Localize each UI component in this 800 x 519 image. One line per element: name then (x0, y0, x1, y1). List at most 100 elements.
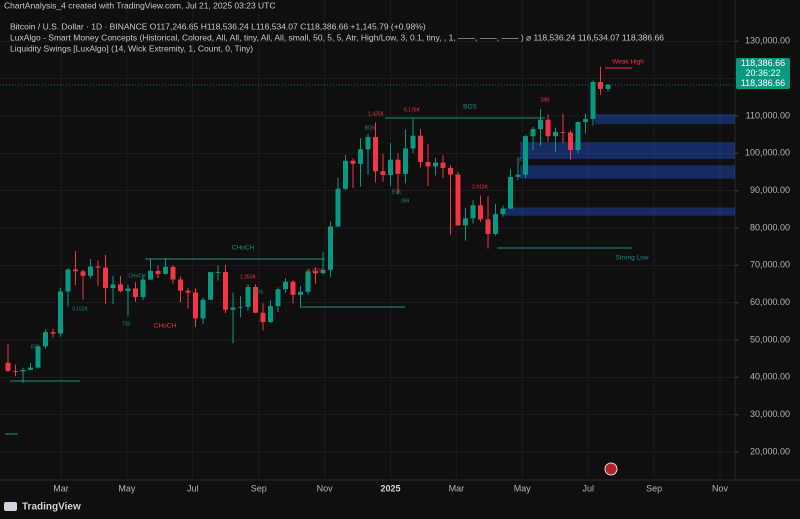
smc-label: CHoCH (128, 273, 146, 279)
y-tick-label: 130,000.00 (745, 36, 790, 46)
candle-body (200, 299, 206, 319)
candle-body (448, 167, 453, 175)
candle-body (193, 292, 198, 319)
grid (0, 0, 735, 480)
countdown: 20:36:22 (745, 68, 780, 78)
smc-label: 399 (401, 198, 410, 204)
candle-body (320, 269, 326, 274)
candle-body (13, 370, 18, 372)
candle-body (418, 135, 423, 162)
candle-body (545, 119, 551, 137)
candle-body (290, 281, 296, 295)
candle-body (380, 171, 386, 175)
smc-label: 1.425K (368, 111, 385, 117)
candle-body (103, 267, 108, 289)
logo-text: TradingView (22, 502, 81, 513)
candle-body (185, 290, 191, 293)
y-tick-label: 80,000.00 (750, 222, 790, 232)
indicator-legend: LuxAlgo - Smart Money Concepts (Historic… (10, 32, 664, 42)
order-block (505, 207, 735, 216)
candle-body (598, 82, 603, 89)
y-tick-label: 70,000.00 (750, 260, 790, 270)
candle-body (125, 288, 131, 292)
x-tick-label: Jul (187, 483, 199, 493)
y-tick-label: 90,000.00 (750, 185, 790, 195)
candle-body (508, 176, 513, 209)
candle-body (605, 84, 611, 89)
smc-label: BOS (517, 157, 528, 163)
candle-body (560, 132, 566, 133)
candle-body (343, 160, 348, 189)
candle-body (275, 289, 281, 307)
candle-body (283, 281, 288, 290)
candle-body (245, 286, 251, 307)
candle-body (538, 119, 543, 130)
candle-body (73, 269, 78, 272)
x-tick-label: Jul (582, 483, 594, 493)
order-block (595, 114, 735, 125)
indicator-legend: Liquidity Swings [LuxAlgo] (14, Wick Ext… (10, 43, 253, 53)
candle-body (35, 346, 41, 368)
candle-body (50, 332, 56, 334)
candle-body (358, 149, 363, 164)
y-tick-label: 40,000.00 (750, 372, 790, 382)
candle-body (553, 132, 558, 137)
candle-body (80, 271, 86, 276)
candle-body (163, 266, 168, 274)
smc-label: BOS (463, 104, 477, 111)
smc-label: 3.152K (72, 306, 89, 312)
candle-body (178, 279, 183, 291)
y-tick-label: 110,000.00 (746, 110, 790, 120)
candle-body (133, 288, 138, 298)
candle-body (500, 208, 506, 215)
smc-label: EQL (31, 344, 41, 350)
candle-body (268, 306, 273, 323)
candle-body (425, 161, 431, 167)
candle-body (28, 367, 33, 370)
candle-body (463, 218, 468, 226)
candle-body (515, 174, 521, 177)
candle-body (238, 306, 243, 308)
flag-icon[interactable] (604, 462, 618, 476)
candle-body (155, 270, 161, 274)
candle-body (455, 174, 461, 226)
candle-body (58, 291, 63, 334)
candle-body (118, 284, 123, 292)
x-tick-label: Sep (251, 483, 267, 493)
smc-label: 1.897K (308, 268, 325, 274)
smc-label: CHoCH (232, 245, 255, 252)
smc-label: Weak High (612, 59, 644, 66)
candle-body (530, 129, 536, 137)
candle-body (148, 270, 153, 280)
attribution: ChartAnalysis_4 created with TradingView… (4, 0, 276, 10)
candle-body (253, 286, 258, 313)
y-tick-label: 60,000.00 (750, 297, 790, 307)
smc-label: BOS (365, 125, 376, 131)
candle-body (373, 136, 378, 172)
candle-body (170, 266, 176, 280)
candle-body (568, 132, 573, 150)
candle-body (313, 271, 318, 274)
candle-body (350, 160, 356, 164)
smc-label: CHoCH (154, 323, 177, 330)
candle-body (305, 271, 311, 292)
order-block (520, 165, 735, 179)
candle-body (260, 312, 266, 323)
logo-icon (4, 502, 17, 511)
x-tick-label: May (118, 483, 136, 493)
last-price-badge (736, 58, 790, 89)
last-price-label: 118,386.66 (741, 58, 785, 68)
x-tick-label: May (514, 483, 532, 493)
candle-body (298, 291, 303, 295)
annotations: BOS CHoCH CHoCH Weak High Strong Low 1.425K 6.… (31, 59, 649, 351)
candle-body (523, 136, 528, 175)
last-price-label: 118,386.66 (741, 78, 785, 88)
candle-body (433, 162, 438, 167)
candle-body (365, 136, 371, 150)
smc-label: 735 (122, 321, 131, 327)
candle-body (43, 332, 48, 347)
candle-body (328, 226, 333, 270)
y-tick-label: 100,000.00 (745, 148, 790, 158)
